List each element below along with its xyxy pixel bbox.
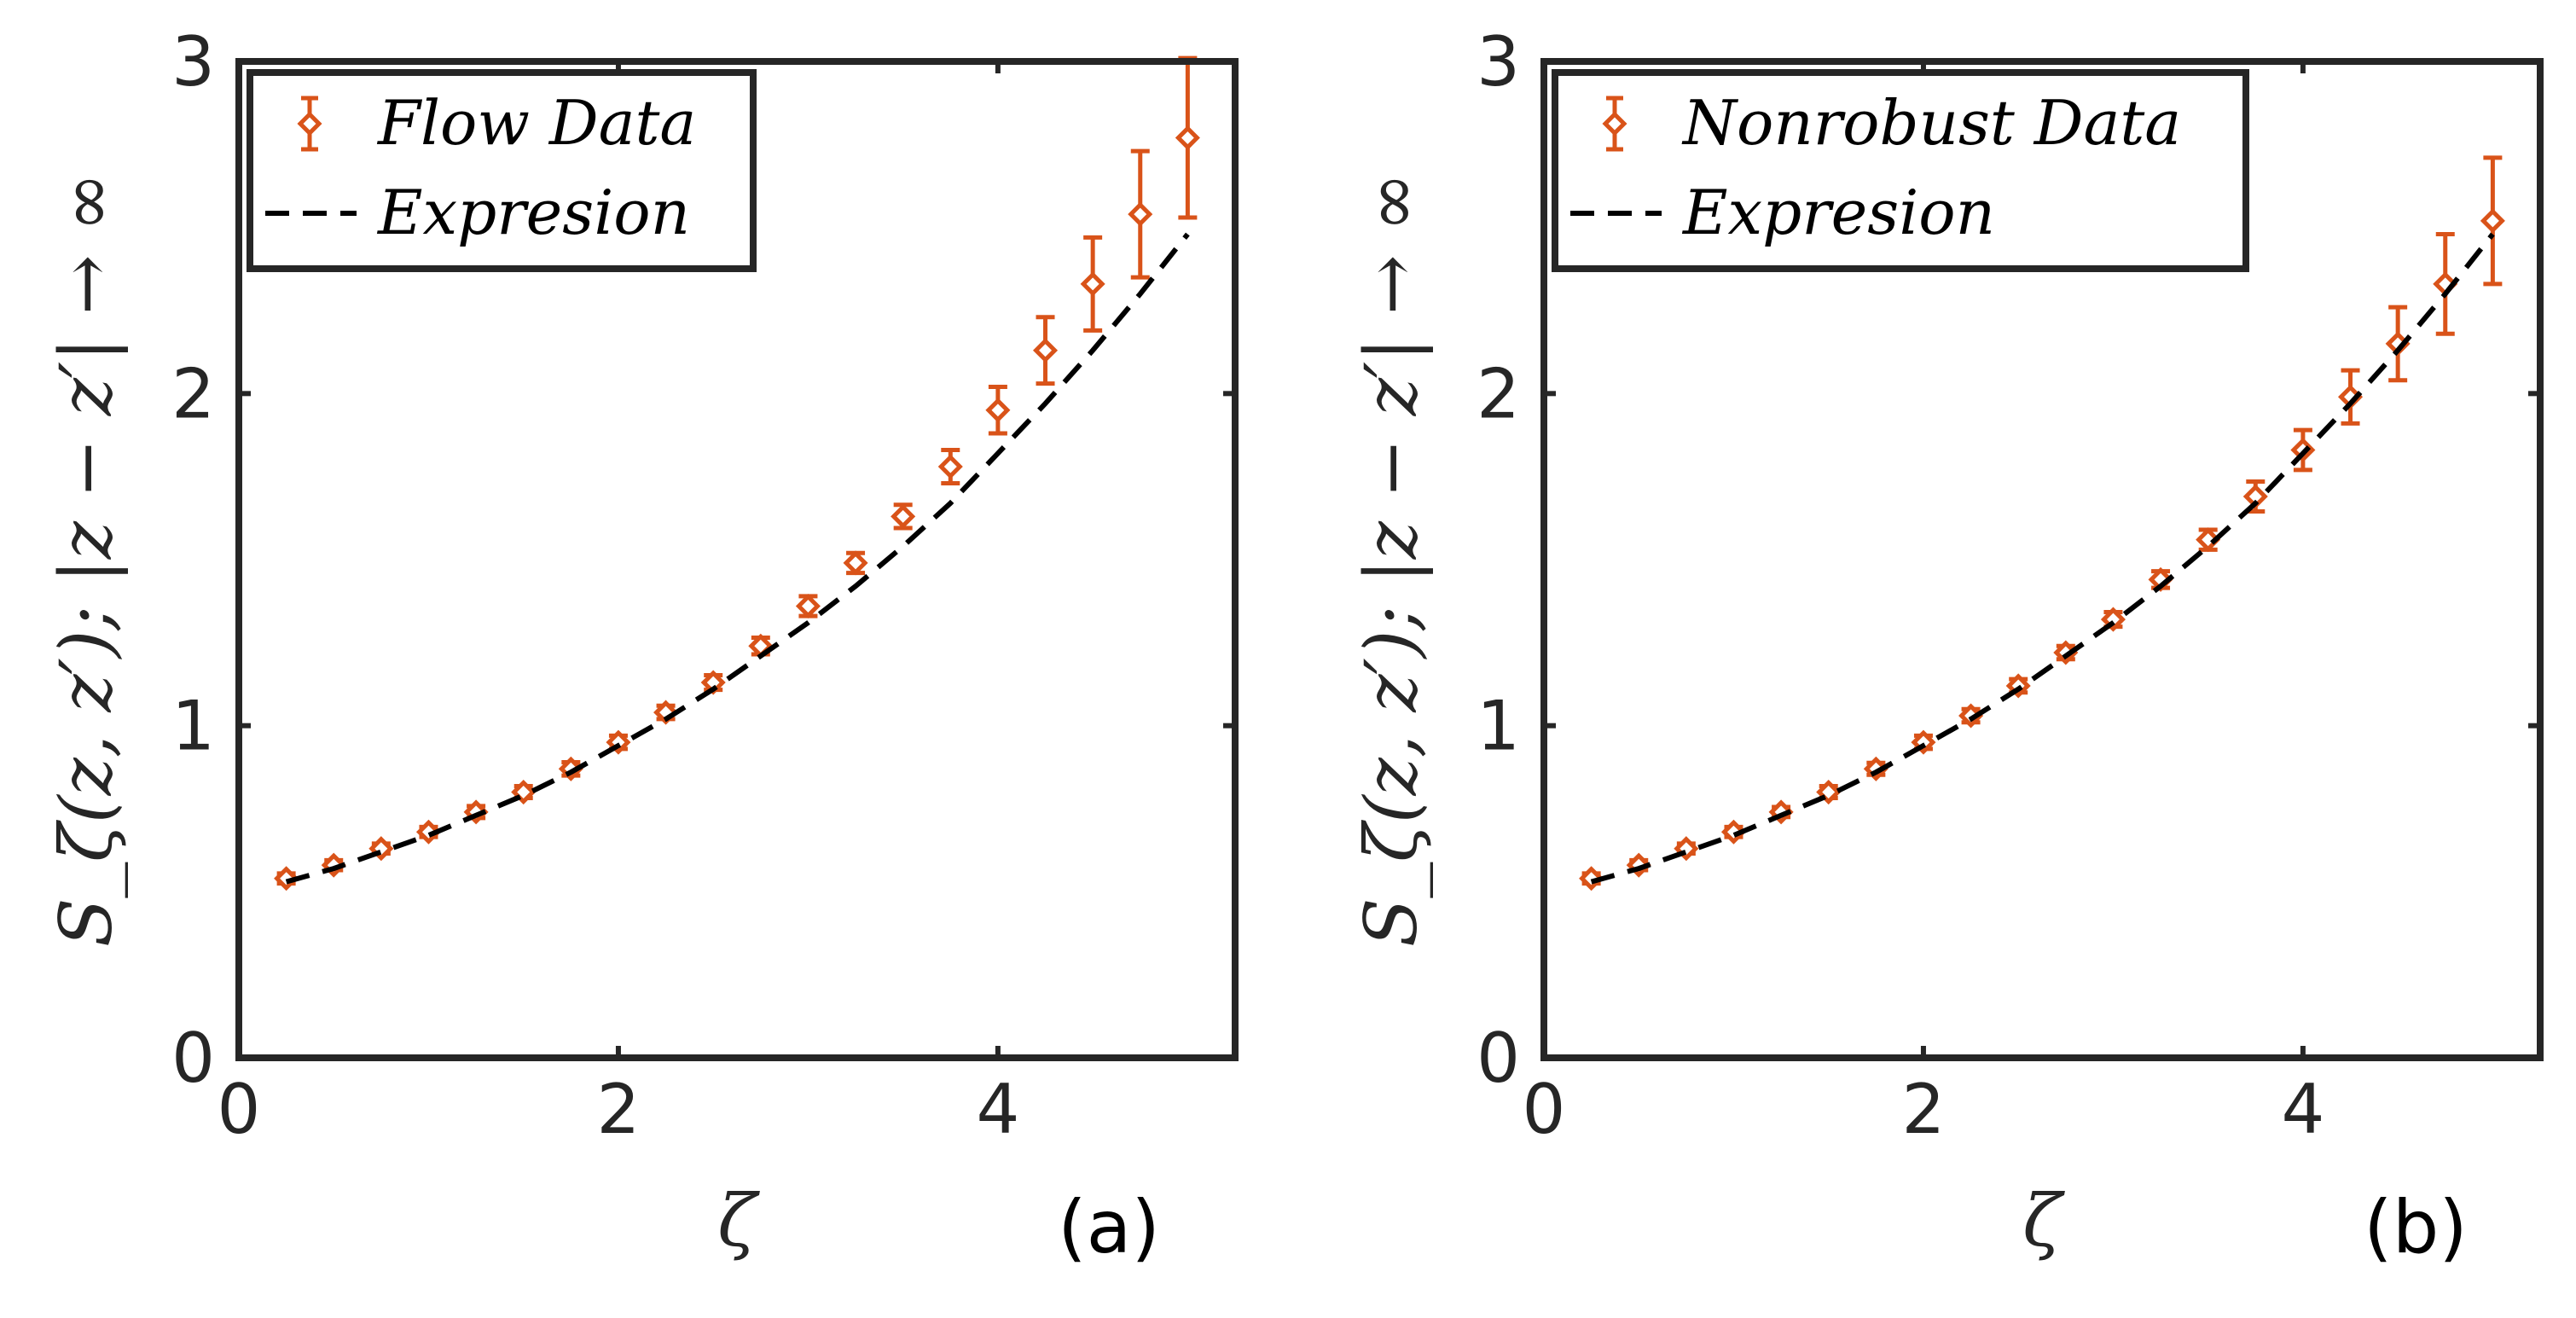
expression-dashed-line [1590,232,2495,885]
data-point [891,502,916,531]
y-tick-label: 0 [1477,1019,1520,1098]
data-point [415,819,442,845]
data-point [1128,148,1153,280]
data-point [1720,819,1747,845]
legend: Nonrobust Data Expresion [1552,69,2249,272]
legend-label-expression: Expresion [376,177,690,248]
axes-frame [1540,58,2544,1061]
panel-label: (b) [2364,1185,2468,1270]
x-tick-label: 4 [2281,1070,2324,1149]
y-tick-label: 3 [171,22,215,102]
y-axis-label: S_ζ(z, z′); |z − z′| → ∞ [1349,172,1433,947]
y-tick-label: 1 [171,687,215,766]
x-tick-label: 4 [976,1070,1019,1149]
diamond-marker [274,866,299,891]
diamond-marker [2480,208,2505,234]
diamond-marker [1175,125,1200,151]
series-expresion [1590,232,2495,885]
legend-diamond-icon [297,111,322,136]
diamond-marker [891,503,916,529]
y-tick-label: 2 [171,354,215,433]
data-point [2433,231,2458,336]
diamond-marker [1579,866,1604,891]
diamond-marker [843,550,868,576]
y-tick-label: 3 [1477,22,1520,102]
x-tick-label: 0 [218,1070,261,1149]
x-tick-label: 0 [1523,1070,1566,1149]
x-tick-label: 2 [1901,1070,1945,1149]
data-point [1032,315,1059,386]
diamond-marker [2196,527,2221,553]
y-tick-label: 0 [171,1019,215,1098]
y-axis-label: S_ζ(z, z′); |z − z′| → ∞ [44,172,128,947]
data-point [2480,155,2505,287]
data-point [843,550,868,576]
legend-label-data: Nonrobust Data [1681,87,2181,159]
diamond-marker [1032,338,1059,363]
diamond-marker [985,398,1011,423]
diamond-marker [1128,201,1153,227]
diamond-marker [795,593,821,619]
data-point [274,866,299,891]
legend-label-expression: Expresion [1681,177,1995,248]
legend-diamond-icon [1602,111,1627,136]
x-axis-label: ζ [717,1179,760,1263]
diamond-marker [415,819,442,845]
legend-box [247,69,757,272]
series-expresion [285,232,1190,885]
series-flow-data [274,55,1200,891]
diamond-marker [937,454,963,479]
x-tick-label: 2 [596,1070,640,1149]
data-point [937,448,963,485]
data-point [2196,527,2221,553]
data-point [1080,235,1105,333]
panel-b: 0 2 4 0 1 2 3 ζ S_ζ(z, z′); |z − z′| → ∞ (b) Nonro… [1349,22,2544,1270]
panel-label: (a) [1058,1185,1160,1270]
y-tick-label: 2 [1477,354,1520,433]
legend-label-data: Flow Data [376,87,696,159]
y-tick-label: 1 [1477,687,1520,766]
expression-dashed-line [285,232,1190,885]
diamond-marker [1080,271,1105,297]
data-point [985,385,1011,436]
diamond-marker [1720,819,1747,845]
x-axis-label: ζ [2022,1179,2065,1263]
data-point [795,593,821,619]
axes-frame [235,58,1239,1061]
legend: Flow Data Expresion [247,69,757,272]
legend-box [1552,69,2249,272]
data-point [1579,866,1604,891]
panel-a: 0 2 4 0 1 2 3 ζ S_ζ(z, z′); |z − z′| → ∞ (a) Flow … [44,22,1239,1270]
